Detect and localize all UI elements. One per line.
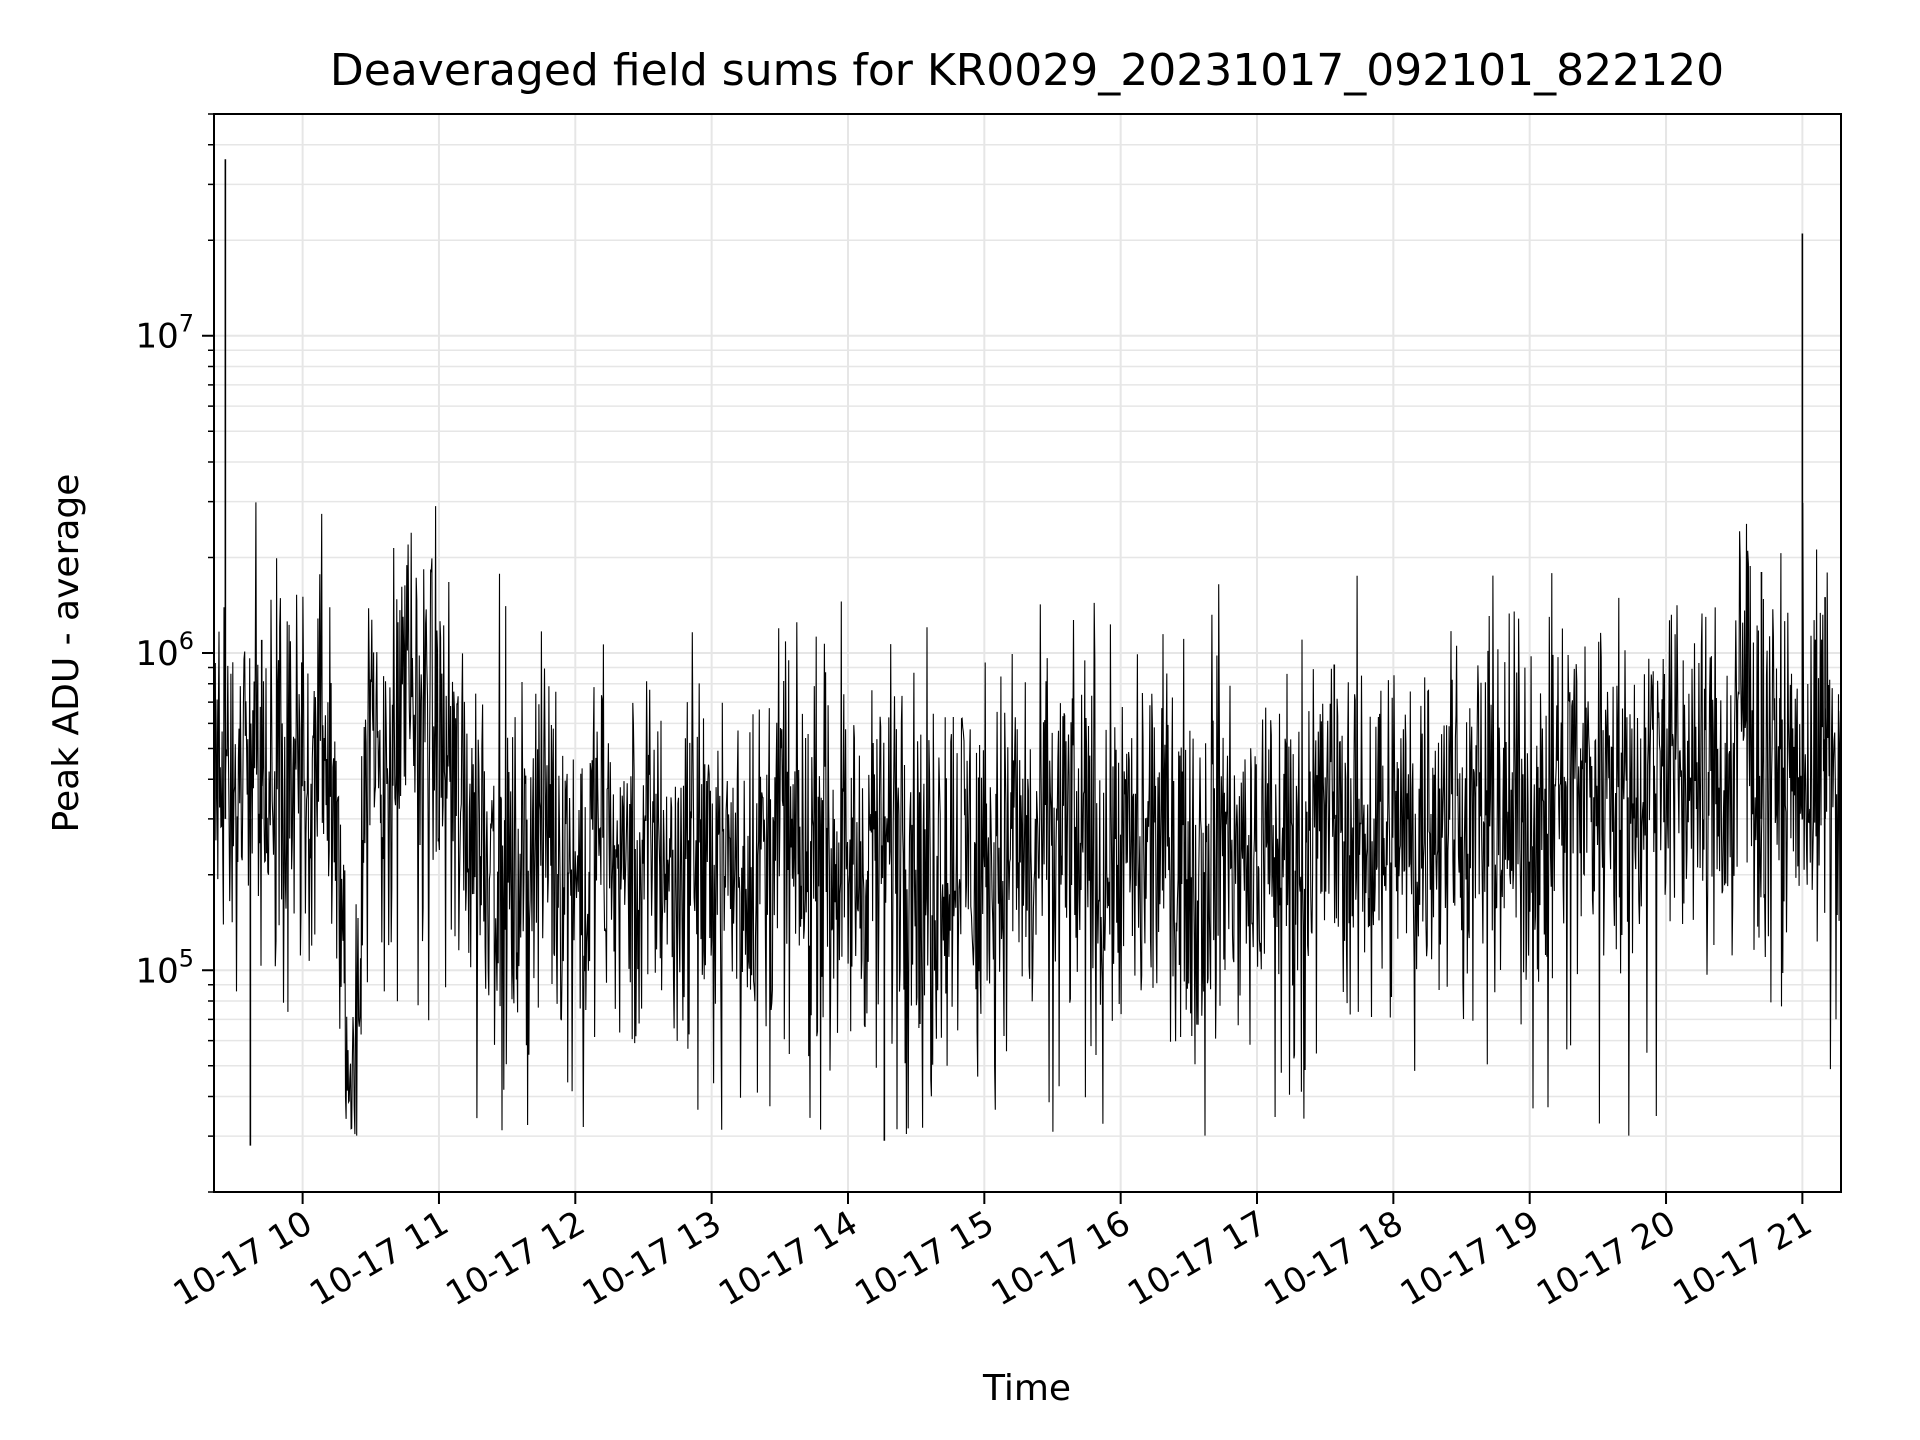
y-axis-label: Peak ADU - average: [46, 474, 87, 833]
series-line: [214, 502, 1841, 1136]
y-axis: 105 106 107: [135, 113, 214, 1193]
y-tick-label: 106: [135, 627, 194, 674]
chart-title: Deaveraged field sums for KR0029_2023101…: [330, 45, 1724, 96]
y-tick-label: 105: [135, 944, 194, 991]
series-layer: [214, 159, 1841, 1146]
x-axis-label: Time: [982, 1368, 1071, 1409]
y-tick-label: 107: [135, 310, 194, 357]
